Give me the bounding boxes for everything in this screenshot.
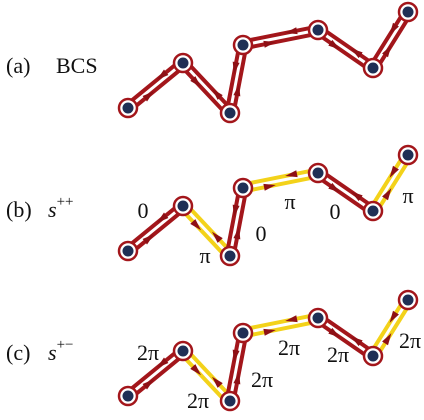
site xyxy=(225,251,236,262)
site xyxy=(238,328,249,339)
panel-superscript: +− xyxy=(57,337,74,353)
site xyxy=(368,63,379,74)
panel-name-text: s xyxy=(48,197,57,222)
panel-name-text: s xyxy=(48,340,57,365)
panel-name: BCS xyxy=(56,53,98,78)
panel-superscript: ++ xyxy=(57,194,74,210)
figure: (a)BCS(b)s++0π0π0π(c)s+−2π2π2π2π2π2π xyxy=(0,0,424,420)
site xyxy=(403,295,414,306)
phase-label: π xyxy=(402,183,413,208)
site xyxy=(178,58,189,69)
phase-label: 2π xyxy=(278,335,300,360)
phase-label: 0 xyxy=(138,198,149,223)
panel-name: s++ xyxy=(48,194,73,222)
site xyxy=(225,108,236,119)
site xyxy=(123,391,134,402)
panel-label: (a) xyxy=(6,53,30,78)
phase-label: 2π xyxy=(327,342,349,367)
bond-inner xyxy=(183,63,230,113)
phase-label: 0 xyxy=(256,221,267,246)
site xyxy=(403,7,414,18)
site xyxy=(313,168,324,179)
phase-label: 2π xyxy=(251,367,273,392)
site xyxy=(368,351,379,362)
bond-inner xyxy=(128,63,183,108)
phase-label: π xyxy=(284,189,295,214)
site xyxy=(403,150,414,161)
phase-label: 2π xyxy=(187,388,209,413)
chain xyxy=(119,3,417,122)
phase-label: π xyxy=(199,243,210,268)
phase-label: 2π xyxy=(399,328,421,353)
chain xyxy=(119,291,417,410)
site xyxy=(178,201,189,212)
site xyxy=(123,103,134,114)
site xyxy=(238,183,249,194)
panel-label: (b) xyxy=(6,197,32,222)
site xyxy=(313,313,324,324)
chain xyxy=(119,146,417,265)
site xyxy=(225,396,236,407)
site xyxy=(368,206,379,217)
bond-inner xyxy=(128,206,183,251)
phase-label: 2π xyxy=(137,340,159,365)
panel-name: s+− xyxy=(48,337,73,365)
panel-name-text: BCS xyxy=(56,53,98,78)
site xyxy=(178,346,189,357)
site xyxy=(238,40,249,51)
phase-label: 0 xyxy=(330,199,341,224)
site xyxy=(123,246,134,257)
panel-label: (c) xyxy=(6,340,30,365)
site xyxy=(313,25,324,36)
